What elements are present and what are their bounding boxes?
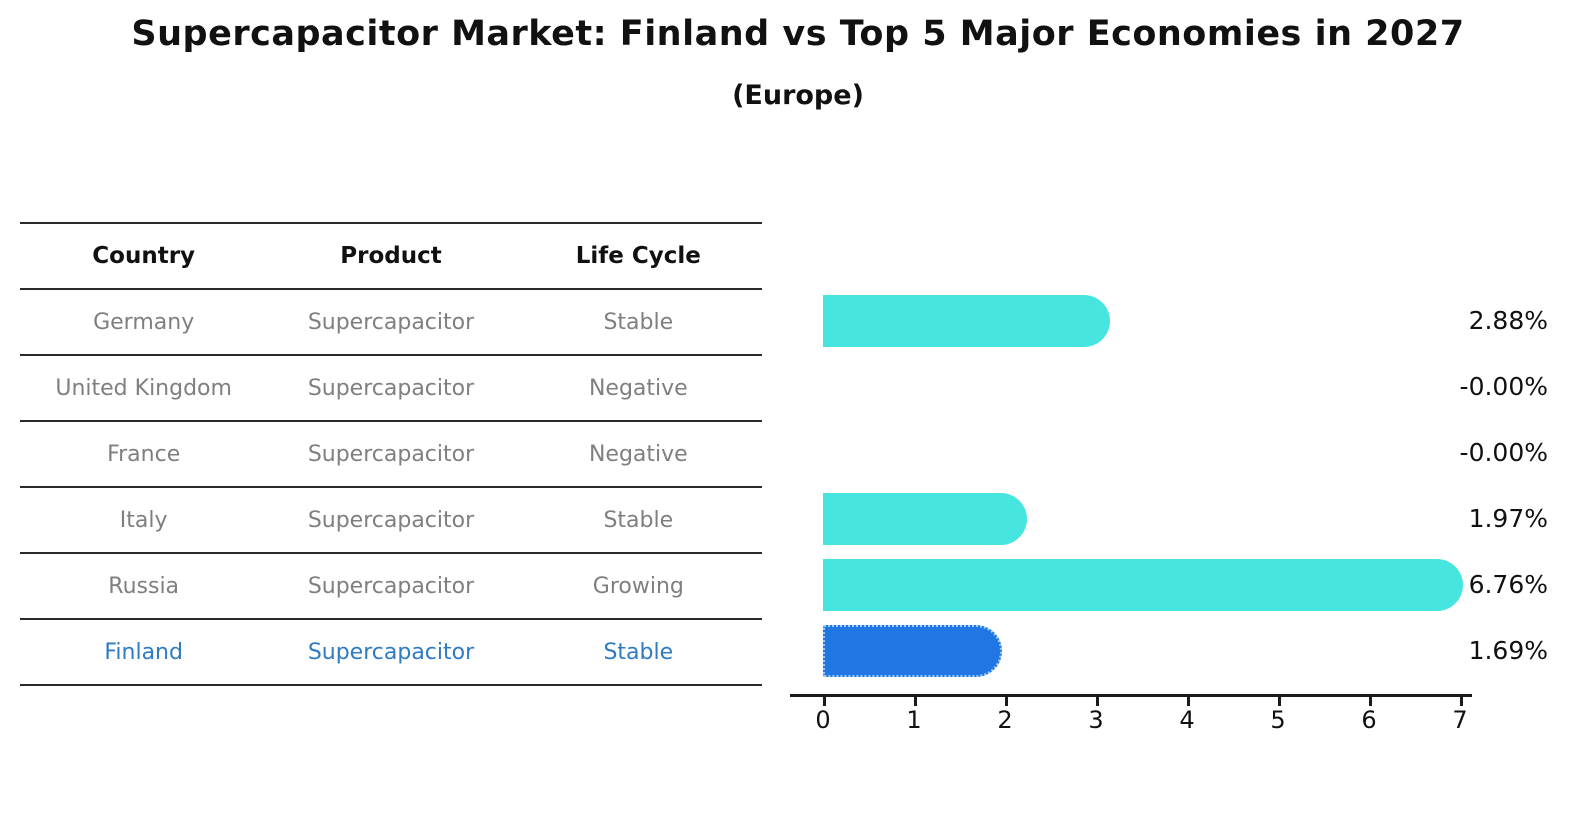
table-row-russia: Russia Supercapacitor Growing <box>20 552 762 618</box>
x-tick-mark <box>1460 697 1463 706</box>
chart-title: Supercapacitor Market: Finland vs Top 5 … <box>131 14 1465 54</box>
table-row-finland: Finland Supercapacitor Stable <box>20 618 762 684</box>
bar-germany <box>823 295 1111 347</box>
product-cell: Supercapacitor <box>307 441 475 467</box>
x-tick-label: 5 <box>1270 706 1286 734</box>
value-label-united-kingdom: -0.00% <box>1459 372 1548 401</box>
product-cell: Supercapacitor <box>307 639 475 665</box>
x-tick-label: 3 <box>1088 706 1104 734</box>
x-tick-mark <box>1369 697 1372 706</box>
life-cycle-cell: Growing <box>592 573 684 599</box>
life-cycle-cell: Negative <box>588 375 688 401</box>
x-tick-mark <box>823 697 826 706</box>
x-tick-label: 0 <box>815 706 831 734</box>
column-header-product: Product <box>340 243 442 269</box>
life-cycle-cell: Stable <box>603 507 674 533</box>
country-table: Country Product Life Cycle Germany Supercap… <box>20 222 762 686</box>
x-tick-mark <box>1096 697 1099 706</box>
life-cycle-cell: Negative <box>588 441 688 467</box>
column-header-life-cycle: Life Cycle <box>575 243 701 269</box>
x-tick-mark <box>1005 697 1008 706</box>
country-cell: Finland <box>104 639 183 665</box>
x-tick-mark <box>914 697 917 706</box>
product-cell: Supercapacitor <box>307 375 475 401</box>
x-tick-label: 7 <box>1452 706 1468 734</box>
life-cycle-cell: Stable <box>603 309 674 335</box>
country-cell: Russia <box>108 573 180 599</box>
x-axis-line <box>790 694 1472 697</box>
bar-italy <box>823 493 1028 545</box>
value-label-germany: 2.88% <box>1468 306 1548 335</box>
chart-subtitle: (Europe) <box>732 80 864 111</box>
table-row-italy: Italy Supercapacitor Stable <box>20 486 762 552</box>
value-label-russia: 6.76% <box>1468 570 1548 599</box>
table-row-france: France Supercapacitor Negative <box>20 420 762 486</box>
value-label-finland: 1.69% <box>1468 636 1548 665</box>
x-tick-label: 1 <box>906 706 922 734</box>
product-cell: Supercapacitor <box>307 573 475 599</box>
bar-finland <box>823 625 1002 677</box>
country-cell: Germany <box>93 309 195 335</box>
product-cell: Supercapacitor <box>307 507 475 533</box>
x-tick-mark <box>1278 697 1281 706</box>
x-tick-label: 2 <box>997 706 1013 734</box>
table-header-row: Country Product Life Cycle <box>20 222 762 288</box>
country-cell: Italy <box>119 507 168 533</box>
table-body: Germany Supercapacitor Stable United Kingdo… <box>20 288 762 684</box>
value-label-france: -0.00% <box>1459 438 1548 467</box>
country-cell: France <box>107 441 181 467</box>
x-tick-label: 4 <box>1179 706 1195 734</box>
x-tick-label: 6 <box>1361 706 1377 734</box>
bar-russia <box>823 559 1464 611</box>
life-cycle-cell: Stable <box>603 639 674 665</box>
value-label-italy: 1.97% <box>1468 504 1548 533</box>
column-header-country: Country <box>92 243 196 269</box>
x-tick-mark <box>1187 697 1190 706</box>
product-cell: Supercapacitor <box>307 309 475 335</box>
table-row-germany: Germany Supercapacitor Stable <box>20 288 762 354</box>
table-row-united-kingdom: United Kingdom Supercapacitor Negative <box>20 354 762 420</box>
country-cell: United Kingdom <box>55 375 232 401</box>
